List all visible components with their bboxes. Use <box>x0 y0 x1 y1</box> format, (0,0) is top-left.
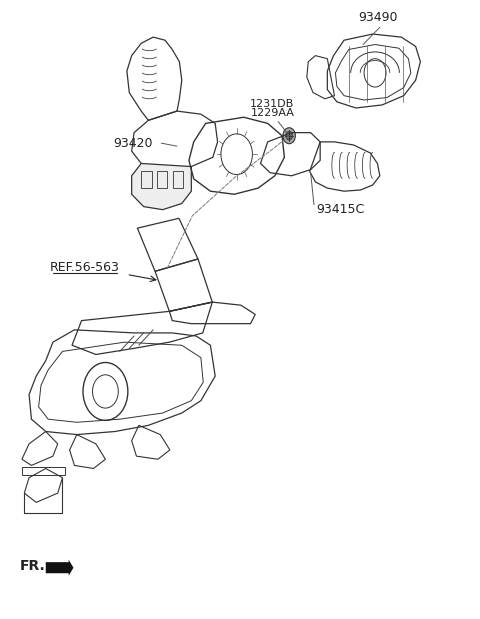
Bar <box>173 171 183 188</box>
Text: FR.: FR. <box>20 560 45 573</box>
Text: 1229AA: 1229AA <box>251 108 294 118</box>
Text: 1231DB: 1231DB <box>251 99 295 109</box>
Bar <box>22 467 65 475</box>
Circle shape <box>283 128 295 144</box>
Text: 93415C: 93415C <box>316 203 365 216</box>
Text: REF.56-563: REF.56-563 <box>50 261 120 274</box>
Bar <box>141 171 152 188</box>
Text: 93420: 93420 <box>114 137 153 150</box>
Bar <box>157 171 168 188</box>
Text: 93490: 93490 <box>359 11 398 24</box>
Polygon shape <box>132 163 192 210</box>
FancyArrow shape <box>46 560 73 576</box>
Circle shape <box>286 131 292 140</box>
